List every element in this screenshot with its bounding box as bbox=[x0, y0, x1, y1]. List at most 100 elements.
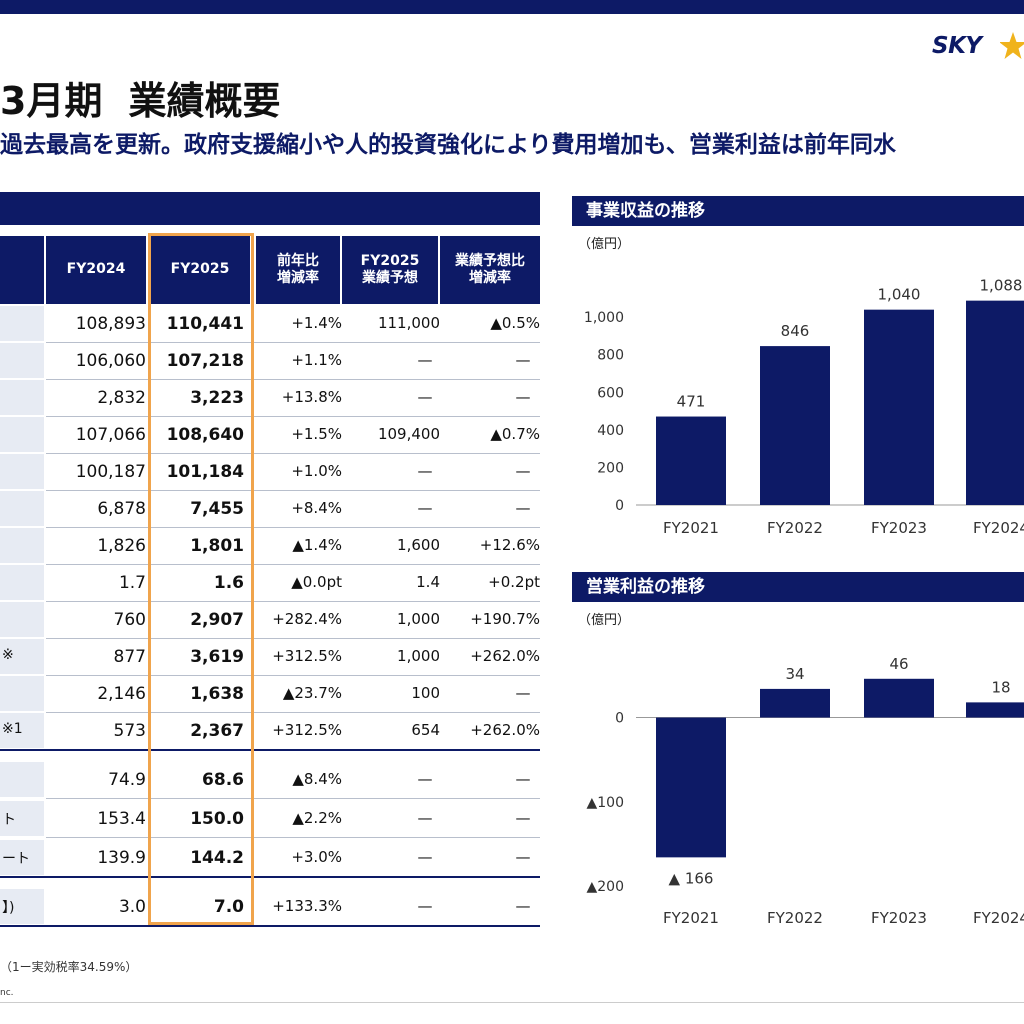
row-divider bbox=[46, 342, 540, 343]
fy2024-cell: 6,878 bbox=[97, 499, 146, 519]
row-label: ※ bbox=[2, 647, 14, 663]
row-divider bbox=[46, 638, 540, 639]
row-label: 】) bbox=[2, 900, 15, 916]
yoy-cell: +1.1% bbox=[291, 351, 342, 369]
bar-fy2022 bbox=[760, 688, 830, 718]
yoy-cell: +1.0% bbox=[291, 462, 342, 480]
data-label: 34 bbox=[785, 665, 804, 683]
yoy-cell: +8.4% bbox=[291, 499, 342, 517]
row-divider bbox=[46, 453, 540, 454]
forecast-cell: — bbox=[417, 462, 433, 480]
category-label: FY2023 bbox=[871, 909, 927, 927]
row-divider bbox=[46, 379, 540, 380]
vs-forecast-cell: — bbox=[515, 499, 531, 517]
row-label-cell bbox=[0, 380, 44, 415]
forecast-cell: — bbox=[417, 848, 433, 866]
star-icon bbox=[1000, 32, 1024, 59]
category-label: FY2022 bbox=[767, 909, 823, 927]
yoy-cell: +1.4% bbox=[291, 314, 342, 332]
fy2024-cell: 2,832 bbox=[97, 388, 146, 408]
fy2024-cell: 3.0 bbox=[118, 897, 146, 917]
forecast-cell: 654 bbox=[411, 721, 440, 739]
category-label: FY2024 bbox=[973, 519, 1024, 537]
forecast-cell: — bbox=[417, 809, 433, 827]
row-label: ート bbox=[2, 851, 30, 867]
y-tick-label: 400 bbox=[597, 423, 624, 439]
data-label: 1,040 bbox=[878, 286, 921, 304]
data-label: 471 bbox=[677, 393, 706, 411]
bar-fy2023 bbox=[864, 309, 934, 505]
fy2025-highlight-box bbox=[148, 233, 254, 925]
vs-forecast-cell: +0.2pt bbox=[488, 573, 540, 591]
y-tick-label: ▲100 bbox=[587, 795, 625, 811]
row-divider bbox=[0, 876, 540, 878]
row-divider bbox=[46, 837, 540, 838]
col-header-fy2024: FY2024 bbox=[46, 236, 146, 304]
yoy-cell: +3.0% bbox=[291, 848, 342, 866]
data-label: 46 bbox=[889, 655, 908, 673]
vs-forecast-cell: — bbox=[515, 684, 531, 702]
fy2024-cell: 108,893 bbox=[75, 314, 146, 334]
yoy-cell: ▲0.0pt bbox=[291, 573, 342, 591]
row-label-cell bbox=[0, 713, 44, 748]
footer-divider bbox=[0, 1002, 1024, 1003]
col-header-vs-forecast: 業績予想比 増減率 bbox=[440, 236, 540, 304]
operating-profit-chart-unit: （億円） bbox=[578, 613, 631, 628]
vs-forecast-cell: +262.0% bbox=[470, 647, 540, 665]
category-label: FY2021 bbox=[663, 909, 719, 927]
forecast-cell: 111,000 bbox=[377, 314, 440, 332]
fy2025-cell: 1.6 bbox=[213, 573, 244, 593]
data-label: 846 bbox=[781, 322, 810, 340]
data-label: 1,088 bbox=[980, 277, 1023, 295]
row-label-cell bbox=[0, 639, 44, 674]
fy2024-cell: 1.7 bbox=[118, 573, 146, 593]
yoy-cell: ▲23.7% bbox=[282, 684, 342, 702]
revenue-chart-title: 事業収益の推移 bbox=[572, 196, 1024, 226]
forecast-cell: — bbox=[417, 351, 433, 369]
bar-fy2022 bbox=[760, 346, 830, 505]
col-header-yoy: 前年比 増減率 bbox=[256, 236, 340, 304]
row-divider bbox=[46, 712, 540, 713]
bar-fy2021 bbox=[656, 416, 726, 505]
yoy-cell: +13.8% bbox=[281, 388, 342, 406]
row-divider bbox=[46, 527, 540, 528]
y-tick-label: 800 bbox=[597, 348, 624, 364]
page-title: 3月期 業績概要 bbox=[0, 79, 281, 123]
row-label-cell bbox=[0, 602, 44, 637]
fy2024-cell: 100,187 bbox=[75, 462, 146, 482]
row-divider bbox=[46, 601, 540, 602]
fy2025-cell: 1,638 bbox=[190, 684, 244, 704]
vs-forecast-cell: +190.7% bbox=[470, 610, 540, 628]
logo-text: SKY bbox=[932, 33, 982, 59]
bar-fy2021 bbox=[656, 717, 726, 858]
fy2024-cell: 1,826 bbox=[97, 536, 146, 556]
vs-forecast-cell: — bbox=[515, 388, 531, 406]
fy2025-cell: 107,218 bbox=[166, 351, 244, 371]
y-tick-label: 600 bbox=[597, 385, 624, 401]
vs-forecast-cell: ▲0.7% bbox=[490, 425, 540, 443]
row-label-cell bbox=[0, 343, 44, 378]
forecast-cell: 109,400 bbox=[377, 425, 440, 443]
row-label-cell bbox=[0, 762, 44, 797]
row-label-cell bbox=[0, 840, 44, 875]
col-header-fy2025: FY2025 bbox=[150, 236, 250, 304]
forecast-cell: 1.4 bbox=[416, 573, 440, 591]
row-label: ト bbox=[2, 812, 16, 828]
y-tick-label: 0 bbox=[615, 711, 624, 727]
fy2025-cell: 7,455 bbox=[190, 499, 244, 519]
y-tick-label: 1,000 bbox=[584, 310, 624, 326]
y-tick-label: 0 bbox=[615, 498, 624, 514]
row-divider bbox=[46, 564, 540, 565]
fy2025-cell: 3,223 bbox=[190, 388, 244, 408]
table-header-bar bbox=[0, 192, 540, 225]
page-subtitle: 過去最高を更新。政府支援縮小や人的投資強化により費用増加も、営業利益は前年同水 bbox=[0, 132, 896, 158]
fy2024-cell: 139.9 bbox=[97, 848, 146, 868]
row-divider bbox=[46, 675, 540, 676]
yoy-cell: +312.5% bbox=[272, 721, 342, 739]
forecast-cell: — bbox=[417, 897, 433, 915]
y-tick-label: 200 bbox=[597, 460, 624, 476]
vs-forecast-cell: +12.6% bbox=[479, 536, 540, 554]
fy2025-cell: 3,619 bbox=[190, 647, 244, 667]
copyright: nc. bbox=[0, 988, 14, 998]
vs-forecast-cell: ▲0.5% bbox=[490, 314, 540, 332]
